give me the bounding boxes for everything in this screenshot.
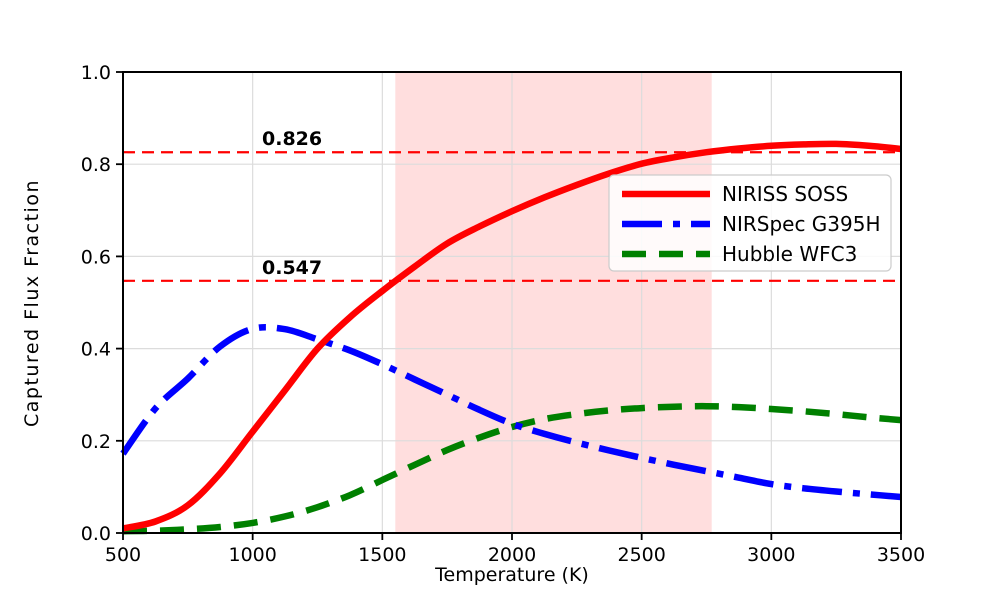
x-axis-label: Temperature (K) [435, 564, 589, 586]
y-tick-label: 0.8 [81, 154, 111, 176]
x-tick-label: 3500 [877, 544, 925, 566]
legend-label: Hubble WFC3 [722, 242, 857, 266]
series-niriss-soss [122, 140, 902, 532]
shaded-region [395, 72, 712, 533]
reference-label: 0.826 [262, 128, 322, 150]
y-tick-label: 1.0 [81, 62, 111, 84]
x-tick-label: 1000 [228, 544, 276, 566]
x-tick-label: 2500 [617, 544, 665, 566]
series-nirspec-g395h [120, 323, 902, 501]
x-tick-label: 3000 [747, 544, 795, 566]
y-axis-label: Captured Flux Fraction [21, 178, 43, 428]
legend-box [608, 174, 892, 272]
y-tick-label: 0.6 [81, 246, 111, 268]
y-tick-label: 0.4 [81, 339, 111, 361]
y-tick-label: 0.2 [81, 431, 111, 453]
x-tick-label: 500 [105, 544, 141, 566]
legend: NIRISS SOSS NIRSpec G395H Hubble WFC3 [608, 174, 892, 272]
legend-label: NIRISS SOSS [722, 182, 848, 206]
x-tick-label: 2000 [488, 544, 536, 566]
series-hubble-wfc3 [122, 402, 902, 535]
x-tick-label: 1500 [358, 544, 406, 566]
reference-label: 0.547 [262, 257, 322, 279]
legend-label: NIRSpec G395H [722, 212, 881, 236]
y-tick-label: 0.0 [81, 523, 111, 545]
